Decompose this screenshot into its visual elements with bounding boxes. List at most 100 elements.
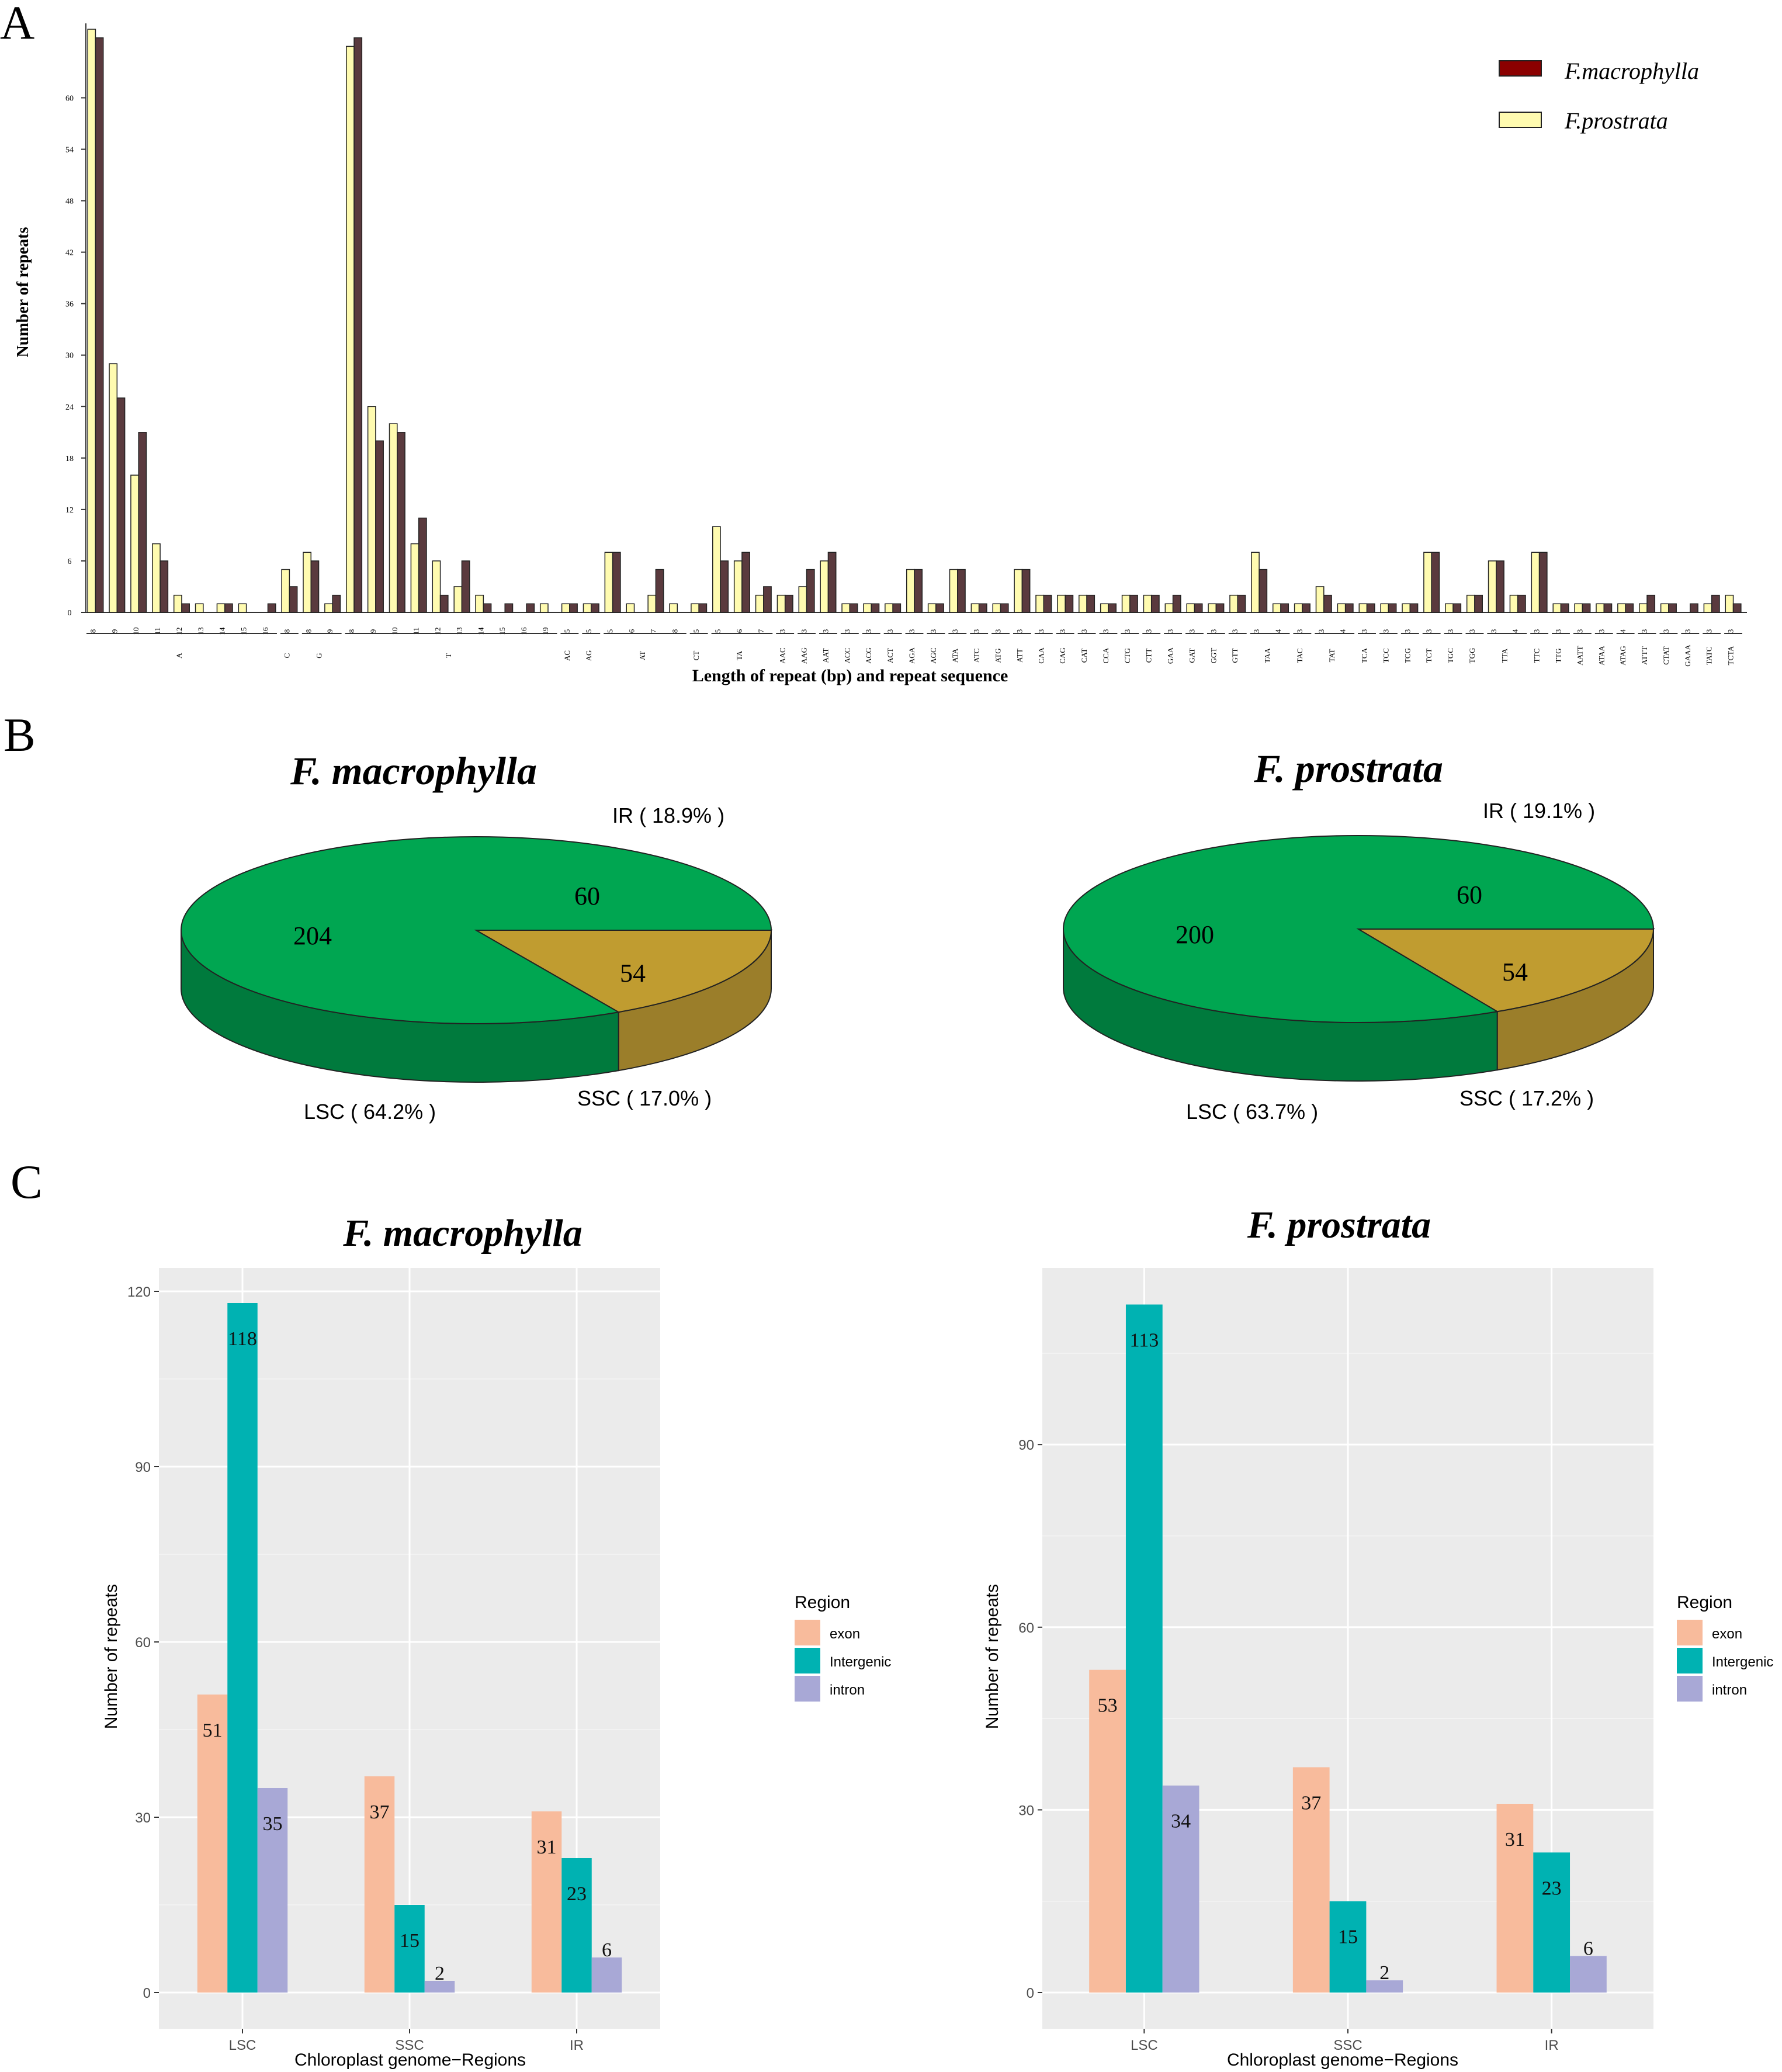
bar-prostrata: [1552, 603, 1562, 613]
group-label: ATA: [951, 648, 959, 663]
x-tick-label: IR: [570, 2038, 584, 2053]
x-tick-label: 4: [1339, 629, 1347, 633]
pie-ir-label-prostrata: IR ( 19.1% ): [1483, 799, 1595, 823]
group-label: ATAG: [1618, 646, 1627, 666]
bar-exon: [1292, 1767, 1330, 1993]
bar-prostrata: [885, 603, 893, 613]
x-tick-label: 3: [1036, 629, 1045, 633]
pie-ssc-label-macrophylla: SSC ( 17.0% ): [577, 1086, 712, 1110]
bar-intron: [424, 1981, 455, 1993]
bar-macrophylla: [1172, 594, 1181, 613]
bar-prostrata: [1100, 603, 1109, 613]
bar-prostrata: [1186, 603, 1195, 613]
bar-macrophylla: [397, 432, 405, 613]
group-label: ATG: [994, 648, 1003, 663]
bar-prostrata: [1466, 594, 1475, 613]
x-tick-label: 5: [606, 629, 615, 633]
bar-macrophylla: [827, 552, 837, 613]
pie-value-ssc: 54: [620, 959, 646, 988]
bar-prostrata: [1660, 603, 1669, 613]
bar-macrophylla: [698, 603, 708, 613]
bar-macrophylla: [1538, 552, 1548, 613]
bar-prostrata: [1445, 603, 1454, 613]
bar-prostrata: [1121, 594, 1131, 613]
x-tick-label: 3: [1187, 629, 1196, 633]
bar-prostrata: [1294, 603, 1303, 613]
panel-label-b: B: [4, 708, 36, 761]
bar-value-label: 23: [567, 1883, 587, 1905]
bar-intron: [1366, 1980, 1403, 1993]
y-tick-label: 48: [65, 198, 74, 206]
bar-macrophylla: [763, 586, 772, 613]
x-tick-label: 3: [1533, 629, 1541, 633]
bar-macrophylla: [289, 586, 298, 613]
panel-a-x-axis-title: Length of repeat (bp) and repeat sequenc…: [692, 666, 1008, 685]
bar-prostrata: [583, 603, 592, 613]
y-tick-label: 60: [65, 94, 74, 103]
bar-macrophylla: [1711, 594, 1720, 613]
bar-prostrata: [669, 603, 678, 613]
bar-title-macrophylla: F. macrophylla: [342, 1212, 583, 1255]
bar-prostrata: [906, 569, 915, 613]
group-label: CT: [692, 651, 701, 661]
bar-macrophylla: [871, 603, 880, 613]
bar-macrophylla: [1690, 603, 1698, 613]
x-tick-label: SSC: [395, 2038, 424, 2053]
y-tick-label: 24: [65, 403, 74, 412]
legend-label-macrophylla: F.macrophylla: [1564, 58, 1699, 84]
x-tick-label: 5: [713, 629, 722, 633]
bar-macrophylla: [935, 603, 944, 613]
pie-value-ssc: 54: [1502, 958, 1528, 986]
legend-swatch-prostrata: [1499, 112, 1542, 128]
group-label: GTT: [1230, 648, 1239, 663]
bar-macrophylla: [310, 560, 320, 613]
bar-prostrata: [820, 560, 829, 613]
y-tick-label: 30: [1018, 1803, 1034, 1818]
x-tick-label: 3: [1252, 629, 1261, 633]
group-label: ACC: [843, 648, 851, 664]
x-tick-label: 5: [563, 629, 571, 633]
group-label: CAT: [1080, 649, 1088, 663]
bar-prostrata: [776, 594, 786, 613]
bar-macrophylla: [353, 37, 363, 613]
bar-prostrata: [1574, 603, 1583, 613]
bar-macrophylla: [806, 569, 815, 613]
group-label: TTC: [1533, 649, 1541, 663]
bar-intergenic: [227, 1303, 258, 1993]
x-tick-label: 3: [1489, 629, 1498, 633]
x-tick-label: 3: [1230, 629, 1239, 633]
bar-prostrata: [1337, 603, 1346, 613]
x-tick-label: 3: [951, 629, 959, 633]
bar-macrophylla: [1668, 603, 1677, 613]
x-tick-label: 3: [1424, 629, 1433, 633]
legend-swatch-macrophylla: [1499, 60, 1542, 77]
bar-prostrata: [798, 586, 807, 613]
y-tick-label: 36: [65, 300, 74, 309]
bar-macrophylla: [1646, 594, 1656, 613]
c2-legend-swatch-intron: [1677, 1676, 1703, 1702]
bar-macrophylla: [612, 552, 621, 613]
pie-title-prostrata: F. prostrata: [1253, 746, 1443, 791]
bar-value-label: 15: [400, 1930, 420, 1952]
x-tick-label: 3: [1317, 629, 1326, 633]
x-tick-label: 3: [1403, 629, 1412, 633]
bar-prostrata: [281, 569, 290, 613]
pie-value-lsc: 204: [293, 921, 332, 950]
bar-macrophylla: [1194, 603, 1203, 613]
bar-title-prostrata: F. prostrata: [1247, 1204, 1431, 1246]
group-label: GGT: [1209, 648, 1218, 664]
x-tick-label: 8: [670, 629, 679, 633]
bar-prostrata: [1509, 594, 1518, 613]
bar-macrophylla: [224, 603, 233, 613]
c2-legend-label-intron: intron: [1712, 1682, 1747, 1698]
c1-legend-swatch-intron: [795, 1676, 820, 1702]
bar-value-label: 2: [435, 1963, 445, 1984]
bar-macrophylla: [1000, 603, 1009, 613]
bar-value-label: 37: [1301, 1792, 1321, 1814]
bar-macrophylla: [1474, 594, 1483, 613]
bar-macrophylla: [138, 432, 147, 613]
bar-macrophylla: [1603, 603, 1613, 613]
group-label: TCC: [1381, 648, 1390, 663]
bar-prostrata: [863, 603, 872, 613]
